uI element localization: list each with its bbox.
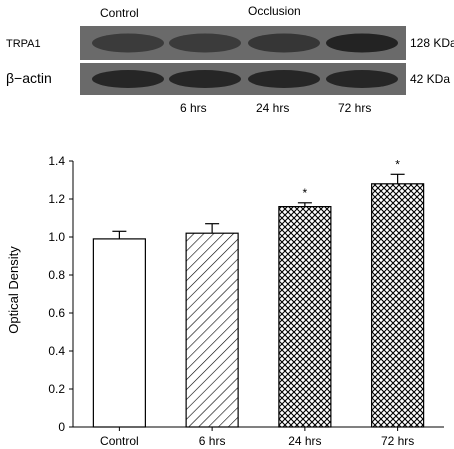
x-tick-label-3: 72 hrs (381, 434, 414, 448)
trpa1-band-0 (92, 33, 164, 53)
y-tick-label: 0.8 (48, 268, 65, 282)
y-tick-label: 0.6 (48, 306, 65, 320)
blot-header-occlusion: Occlusion (248, 4, 301, 18)
significance-marker-2: * (303, 186, 308, 200)
blot-row2-label: β−actin (6, 70, 52, 86)
blot-row1-label: TRPA1 (6, 38, 41, 50)
y-tick-label: 1.2 (48, 192, 65, 206)
bar-1 (185, 232, 239, 428)
y-tick-label: 0 (58, 420, 65, 434)
x-tick-label-0: Control (100, 434, 139, 448)
y-tick-label: 1.4 (48, 154, 65, 168)
significance-marker-3: * (395, 157, 400, 171)
beta-actin-band-strip (80, 63, 406, 95)
blot-row1-weight: 128 KDa (410, 36, 454, 50)
western-blot-panel: Control Occlusion TRPA1 128 KDa β−actin … (0, 0, 454, 118)
beta-actin-band-2 (248, 70, 320, 88)
trpa1-band-2 (248, 33, 320, 53)
bar-2 (278, 205, 332, 428)
beta-actin-band-svg (80, 63, 406, 95)
y-tick-label: 0.4 (48, 344, 65, 358)
blot-header-control: Control (100, 6, 139, 20)
optical-density-bar-chart: 0 0.2 0.4 0.6 0.8 1.0 1.2 1.4 Control 6 hrs * 24 hr… (6, 154, 444, 448)
beta-actin-band-1 (169, 70, 241, 88)
trpa1-band-3 (326, 33, 398, 53)
trpa1-band-1 (169, 33, 241, 53)
blot-row2-weight: 42 KDa (410, 72, 451, 86)
blot-lane-label-72hrs: 72 hrs (338, 101, 372, 115)
blot-lane-label-6hrs: 6 hrs (180, 101, 207, 115)
bar-3 (371, 183, 425, 428)
beta-actin-band-0 (92, 70, 164, 88)
y-tick-label: 0.2 (48, 382, 65, 396)
beta-actin-band-3 (326, 70, 398, 88)
x-tick-label-2: 24 hrs (288, 434, 321, 448)
y-axis-title: Optical Density (6, 246, 21, 334)
x-tick-label-1: 6 hrs (199, 434, 226, 448)
bar-0 (92, 238, 146, 428)
trpa1-band-svg (80, 26, 406, 60)
trpa1-band-strip (80, 26, 406, 60)
y-tick-label: 1.0 (48, 230, 65, 244)
blot-lane-label-24hrs: 24 hrs (256, 101, 290, 115)
